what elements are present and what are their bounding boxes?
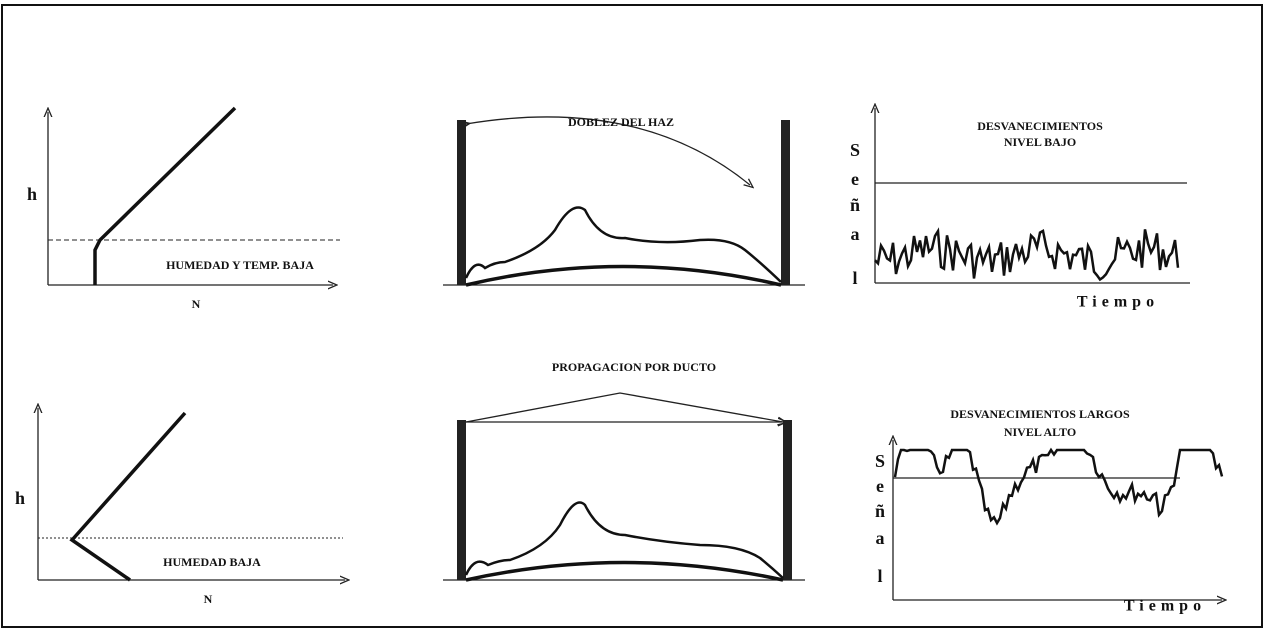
x-label: Tiempo [1124,598,1206,615]
profile-bottom: h N HUMEDAD BAJA [15,408,345,606]
duct: PROPAGACION POR DUCTO [443,360,805,582]
x-label: Tiempo [1077,294,1159,311]
y-label-letter: ñ [850,195,860,215]
y-label-letter: l [877,566,882,586]
profile-top: h N HUMEDAD Y TEMP. BAJA [27,106,340,311]
title: DOBLEZ DEL HAZ [568,115,674,129]
y-label-letter: S [850,140,860,160]
x-label: N [204,592,213,606]
frame [1,4,1263,628]
title-line: NIVEL BAJO [1004,135,1076,149]
caption: HUMEDAD Y TEMP. BAJA [166,258,314,272]
title-line: NIVEL ALTO [1004,425,1076,439]
y-label: h [27,184,37,204]
y-label-letter: e [851,169,859,189]
bending: DOBLEZ DEL HAZ [443,115,805,287]
y-label-letter: a [851,224,860,244]
y-label-letter: ñ [875,501,885,521]
title-line: DESVANECIMIENTOS [977,119,1103,133]
title-line: DESVANECIMIENTOS LARGOS [950,407,1130,421]
y-label-letter: e [876,476,884,496]
x-label: N [192,297,201,311]
y-label-letter: S [875,451,885,471]
fading-bottom: DESVANECIMIENTOS LARGOS NIVEL ALTO Señal… [875,407,1222,615]
y-label-letter: l [852,268,857,288]
y-label: h [15,488,25,508]
y-label-letter: a [876,528,885,548]
title: PROPAGACION POR DUCTO [552,360,716,374]
caption: HUMEDAD BAJA [163,555,261,569]
